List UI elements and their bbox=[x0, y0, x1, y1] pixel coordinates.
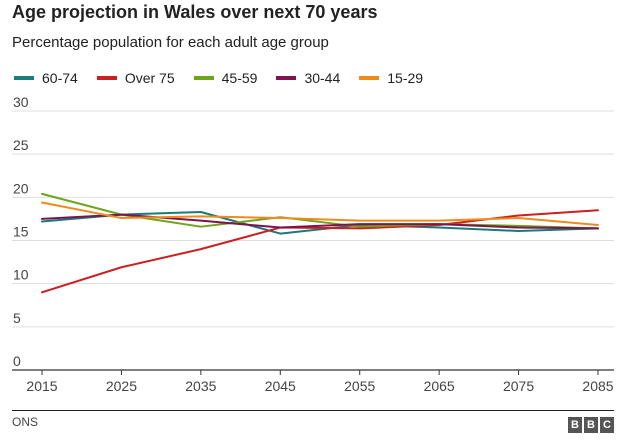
legend-label-over-75: Over 75 bbox=[124, 70, 175, 86]
y-tick-label: 5 bbox=[13, 310, 21, 326]
y-tick-label: 20 bbox=[13, 180, 29, 196]
legend-swatch-60-74 bbox=[14, 76, 34, 80]
chart-legend: 60-74 Over 75 45-59 30-44 15-29 bbox=[14, 68, 442, 88]
y-tick-label: 10 bbox=[13, 267, 29, 283]
source-label: ONS bbox=[12, 415, 39, 429]
y-tick-label: 0 bbox=[13, 353, 21, 369]
x-tick-label: 2065 bbox=[424, 378, 455, 394]
legend-label-30-44: 30-44 bbox=[304, 70, 341, 86]
legend-label-15-29: 15-29 bbox=[387, 70, 424, 86]
legend-item-60-74: 60-74 bbox=[14, 70, 78, 86]
x-tick-label: 2085 bbox=[582, 378, 613, 394]
x-tick-label: 2045 bbox=[265, 378, 296, 394]
bbc-logo-block-1: B bbox=[568, 417, 582, 433]
series-line-45-59 bbox=[41, 192, 599, 230]
legend-label-60-74: 60-74 bbox=[42, 70, 78, 86]
x-tick-label: 2035 bbox=[185, 378, 216, 394]
y-tick-label: 30 bbox=[13, 94, 29, 110]
series-line-60-74 bbox=[41, 211, 599, 235]
chart-title: Age projection in Wales over next 70 yea… bbox=[12, 2, 378, 22]
legend-swatch-30-44 bbox=[276, 76, 297, 80]
x-tick-label: 2025 bbox=[106, 378, 137, 394]
y-tick-label: 15 bbox=[13, 224, 29, 240]
bbc-logo-block-3: C bbox=[600, 417, 614, 433]
bbc-logo: B B C bbox=[566, 417, 614, 433]
legend-swatch-15-29 bbox=[359, 76, 380, 80]
y-tick-label: 25 bbox=[13, 137, 29, 153]
legend-item-45-59: 45-59 bbox=[193, 70, 258, 86]
series-line-30-44 bbox=[41, 213, 599, 230]
series-line-over-75 bbox=[41, 209, 599, 294]
footer-divider bbox=[12, 410, 614, 411]
legend-item-30-44: 30-44 bbox=[276, 70, 340, 86]
legend-label-45-59: 45-59 bbox=[221, 70, 258, 86]
legend-swatch-over-75 bbox=[96, 76, 117, 80]
legend-item-over-75: Over 75 bbox=[96, 70, 175, 86]
x-tick-label: 2015 bbox=[26, 378, 57, 394]
bbc-logo-block-2: B bbox=[584, 417, 598, 433]
series-line-15-29 bbox=[41, 201, 599, 226]
chart-subtitle: Percentage population for each adult age… bbox=[12, 34, 329, 51]
x-tick-label: 2055 bbox=[344, 378, 375, 394]
legend-swatch-45-59 bbox=[193, 76, 214, 80]
x-tick-label: 2075 bbox=[503, 378, 534, 394]
legend-item-15-29: 15-29 bbox=[359, 70, 423, 86]
